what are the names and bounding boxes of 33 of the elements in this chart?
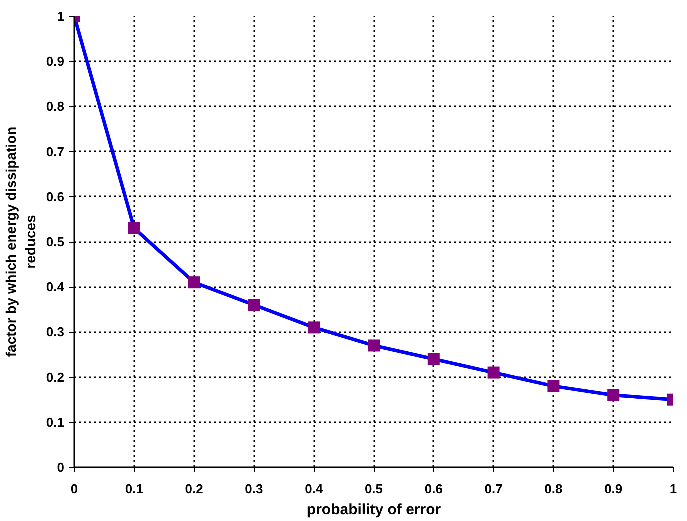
y-axis-title: factor by which energy dissipation reduces (3, 126, 38, 358)
x-tick-label: 0.5 (364, 482, 384, 496)
x-tick-label: 0.2 (185, 482, 204, 496)
y-tick-label: 0.9 (46, 54, 65, 70)
y-tick-label: 0 (57, 460, 65, 475)
x-tick-label: 0.1 (125, 482, 144, 496)
point (488, 366, 500, 379)
y-tick-label: 0.6 (46, 189, 65, 204)
point (128, 222, 140, 234)
x-tick-label: 1 (670, 482, 678, 496)
x-tick-label: 0.7 (484, 482, 503, 496)
y-tick-label: 0.7 (46, 144, 65, 160)
y-tick-label: 1 (57, 9, 65, 24)
y-tick-label: 0.2 (46, 370, 65, 385)
x-tick-label: 0.9 (604, 482, 623, 496)
point (548, 380, 560, 392)
y-tick-label: 0.5 (46, 234, 65, 250)
x-tick-label: 0.4 (305, 482, 324, 496)
x-tick-label: 0.6 (424, 482, 443, 496)
point (308, 322, 320, 334)
y-tick-label: 0.1 (46, 414, 65, 430)
x-tick-label: 0 (70, 482, 78, 496)
y-tick-label: 0.8 (46, 99, 65, 114)
point (248, 299, 260, 312)
x-tick-label: 0.8 (544, 482, 563, 496)
point (428, 353, 440, 366)
point (188, 276, 200, 289)
y-tick-label: 0.3 (46, 324, 65, 340)
y-tick-label: 0.4 (46, 280, 66, 295)
x-axis-title: probability of error (306, 502, 442, 518)
x-tick-label: 0.3 (245, 482, 264, 496)
point (368, 340, 380, 352)
point (608, 389, 620, 402)
